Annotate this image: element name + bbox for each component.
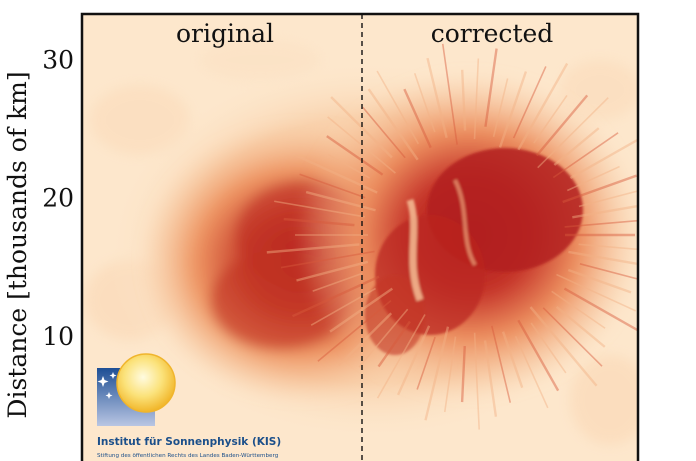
fibril [553,127,600,166]
fibril [562,174,638,204]
fibril [491,325,512,403]
fibril [294,153,378,194]
fibril [367,88,419,161]
fibril [312,272,363,292]
fibril [578,190,638,208]
fibril [535,94,589,157]
fibril [578,243,638,251]
fibril [403,88,432,149]
fibril [376,70,420,145]
y-tick-label-10: 10 [42,322,74,351]
y-axis-ticks: 10 20 30 [42,46,90,351]
fibril [514,336,549,409]
fibril [299,173,366,199]
fibril [537,97,609,169]
fibril [327,153,370,179]
fibril [473,332,480,430]
fibril [296,260,369,282]
fibril [326,135,384,176]
fibril [266,243,360,254]
fibril [533,95,568,144]
fibril [484,48,498,127]
fibril [498,71,528,148]
y-tick-label-30: 30 [42,46,74,75]
fibril [564,219,638,228]
fibril [572,204,638,219]
fibril [517,319,560,392]
fibril [376,314,426,399]
fibril [416,336,436,390]
fibril [556,273,637,312]
fibril [377,320,411,368]
logo-title: Institut für Sonnenphysik (KIS) [97,436,281,448]
fibril [567,268,632,294]
logo-subtitle: Stiftung des öffentlichen Rechts des Lan… [97,453,279,459]
fibril [512,66,547,139]
fibril [443,336,457,413]
fibril [473,58,480,140]
sun-over-blue-square-icon [97,353,176,426]
fibril [579,263,638,280]
kis-logo: Institut für Sonnenphysik (KIS) Stiftung… [97,353,281,459]
fibril [337,312,393,367]
fibril [530,322,567,374]
fibril [292,275,380,318]
y-tick-label-20: 20 [42,184,74,213]
fibril [441,43,458,145]
panel-label-original: original [176,19,274,48]
fibril [424,326,450,421]
fibril [362,106,406,159]
fibril [566,165,620,192]
corrected-sunspot [266,43,638,430]
fibril [426,57,448,139]
fibril [460,69,467,131]
y-axis-label: Distance [thousands of km] [3,71,32,418]
plot-frame [80,12,640,461]
fibril [358,308,409,368]
fibril [330,96,393,159]
fibril [568,250,638,266]
fibril [492,78,509,138]
fibril [310,287,376,326]
fibril [413,73,436,133]
fibril [569,138,638,180]
fibril [396,325,431,396]
fibril [274,200,365,218]
fibril [517,62,569,151]
fibril [329,287,394,333]
fibril [283,217,355,227]
fibril [529,306,598,387]
fibril [542,307,603,367]
fibril [483,340,498,417]
fibril [552,132,619,179]
fibril [563,287,638,332]
fibril [317,300,392,362]
fibril [555,305,606,348]
fibril [280,250,375,269]
penumbral-fibrils [266,43,638,430]
solar-image: original corrected Institut für Sonnenph… [82,14,638,461]
fibril [551,290,606,329]
fibril [501,331,524,389]
fibril [460,345,466,403]
panel-label-corrected: corrected [431,19,554,48]
fibril [305,190,376,212]
